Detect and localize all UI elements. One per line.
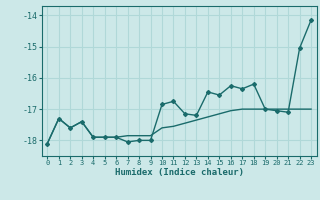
X-axis label: Humidex (Indice chaleur): Humidex (Indice chaleur) — [115, 168, 244, 177]
